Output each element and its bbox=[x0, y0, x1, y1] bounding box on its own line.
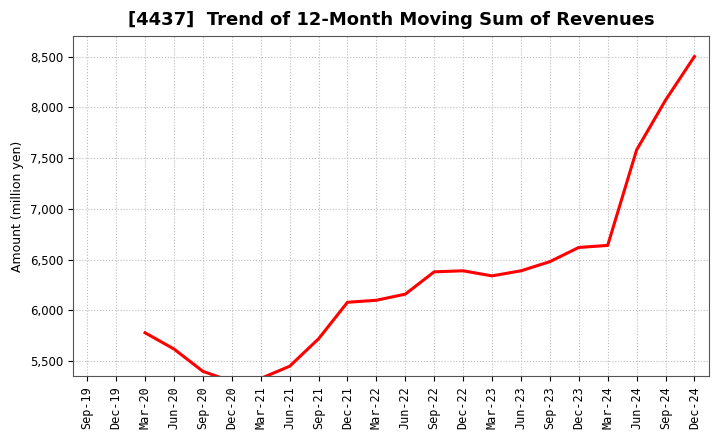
Title: [4437]  Trend of 12-Month Moving Sum of Revenues: [4437] Trend of 12-Month Moving Sum of R… bbox=[127, 11, 654, 29]
Y-axis label: Amount (million yen): Amount (million yen) bbox=[11, 141, 24, 272]
